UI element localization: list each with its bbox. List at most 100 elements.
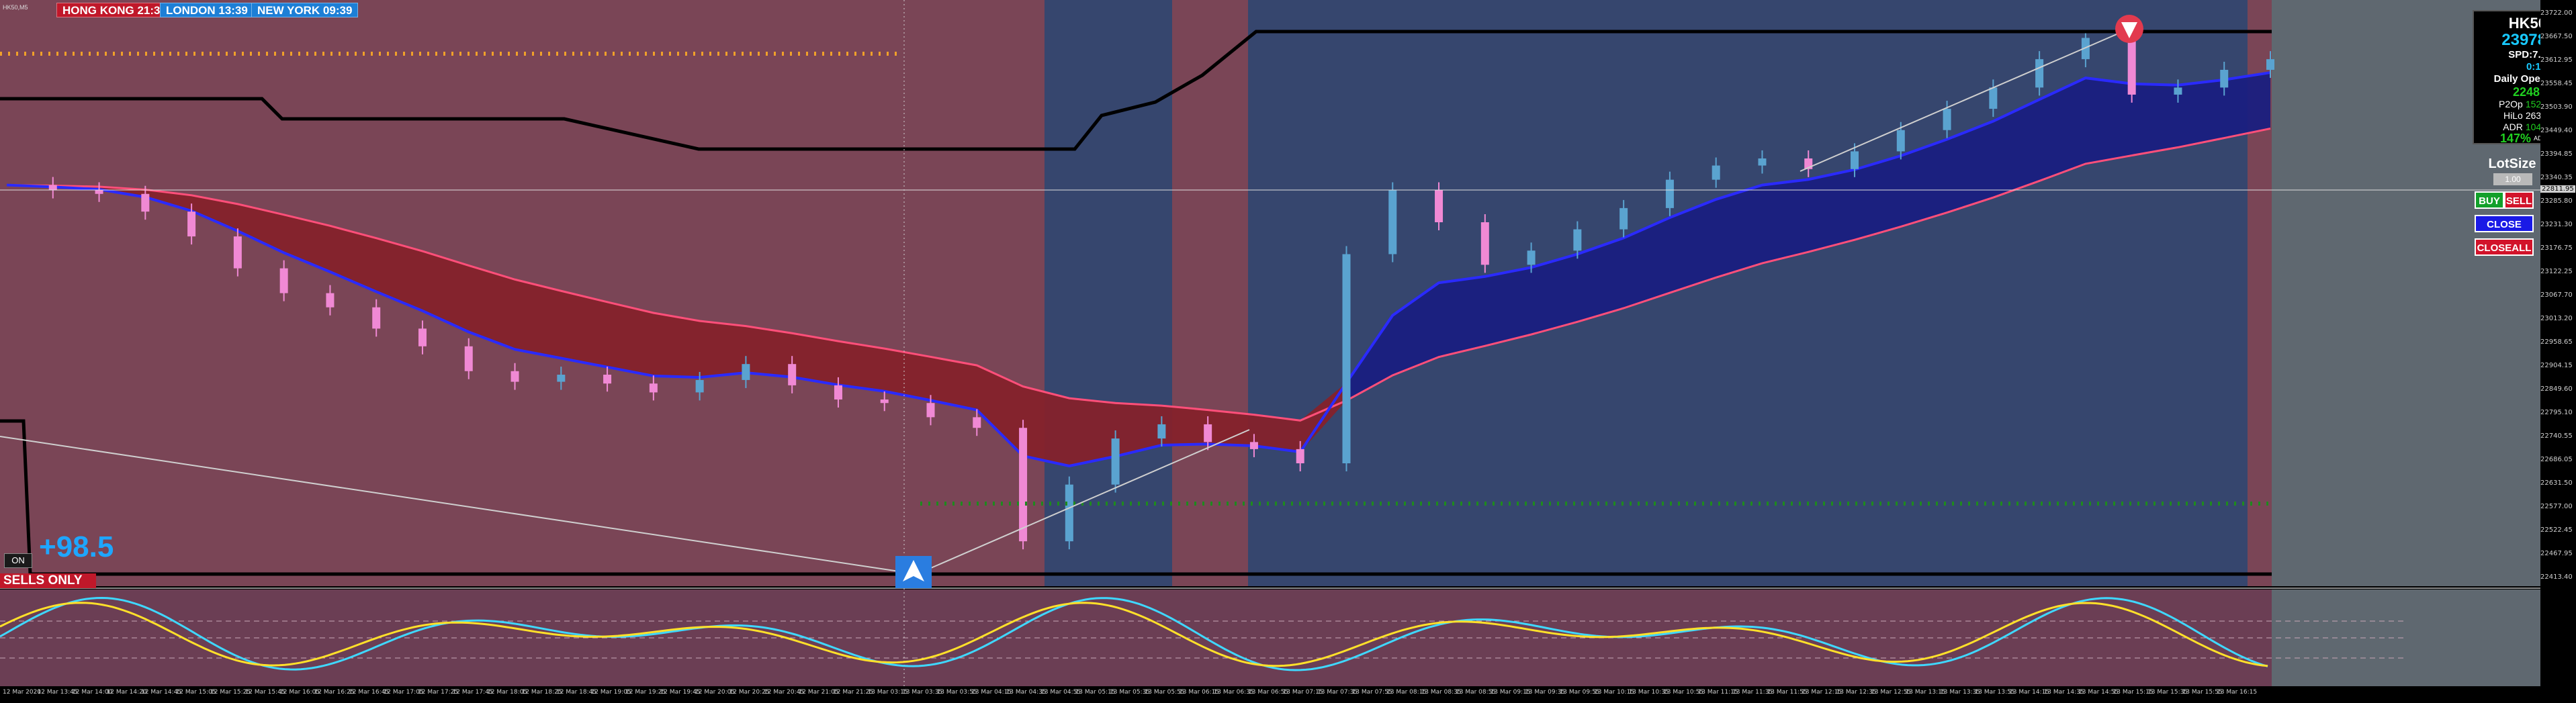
candle-body [742, 364, 750, 380]
time-axis-label: 13 Mar 11:55 [1767, 689, 1808, 696]
time-axis-label: 13 Mar 15:55 [2182, 689, 2223, 696]
time-axis-label: 13 Mar 14:35 [2043, 689, 2084, 696]
time-axis-label: 12 Mar 17:25 [418, 689, 459, 696]
candle-body [510, 371, 519, 382]
time-axis-label: 13 Mar 13:35 [1940, 689, 1981, 696]
time-axis-label: 12 Mar 14:20 [106, 689, 147, 696]
candle-body [1758, 158, 1767, 166]
time-axis-label: 13 Mar 07:15 [1282, 689, 1323, 696]
time-axis-label: 13 Mar 09:15 [1490, 689, 1531, 696]
time-axis-label: 13 Mar 15:15 [2113, 689, 2153, 696]
time-axis-label: 13 Mar 10:35 [1628, 689, 1669, 696]
candle-body [603, 375, 612, 384]
bar-timer: 0:19 [2526, 61, 2546, 73]
price-axis-label: 22577.00 [2540, 503, 2573, 510]
price-axis-label: 22849.60 [2540, 385, 2573, 393]
fast-ma-line [6, 71, 2271, 468]
price-axis-label: 22958.65 [2540, 338, 2573, 346]
candle-body [1296, 449, 1304, 464]
time-axis-label: 13 Mar 06:35 [1213, 689, 1254, 696]
time-axis-label: 12 Mar 18:45 [556, 689, 597, 696]
instrument-label: HK50,M5 [3, 4, 28, 11]
time-axis-label: 13 Mar 05:15 [1075, 689, 1116, 696]
price-axis-label: 23067.70 [2540, 291, 2573, 299]
candle-body [1111, 438, 1120, 485]
candle-body [926, 403, 935, 418]
candle-body [1249, 442, 1258, 449]
candle-body [1712, 165, 1720, 180]
candle-body [418, 328, 427, 346]
time-axis-label: 13 Mar 10:55 [1663, 689, 1704, 696]
london-session-clock: LONDON 13:39 [160, 3, 254, 17]
time-axis-label: 13 Mar 10:15 [1594, 689, 1635, 696]
price-axis-label: 23176.75 [2540, 244, 2573, 252]
price-axis-label: 23503.90 [2540, 103, 2573, 111]
close-button[interactable]: CLOSE [2475, 215, 2534, 232]
oscillator-gray-zone [2272, 590, 2540, 686]
time-axis-label: 13 Mar 12:15 [1802, 689, 1842, 696]
price-axis-label: 22413.40 [2540, 573, 2573, 581]
new-york-session-clock: NEW YORK 09:39 [251, 3, 359, 17]
spread-value: SPD:7.0 [2508, 49, 2546, 60]
buy-button[interactable]: BUY [2475, 191, 2504, 209]
trendline-up-2 [1800, 30, 2127, 172]
candle-body [2220, 69, 2229, 88]
sell-button[interactable]: SELL [2504, 191, 2534, 209]
candle-body [1157, 424, 1166, 439]
candle-body [1851, 151, 1859, 169]
time-axis-label: 12 Mar 14:45 [141, 689, 182, 696]
hong-kong-session-clock: HONG KONG 21:39 [56, 3, 173, 17]
price-axis-label: 23340.35 [2540, 174, 2573, 181]
time-axis-label: 13 Mar 04:35 [1006, 689, 1047, 696]
candle-body [1204, 424, 1212, 442]
candle-body [2174, 87, 2182, 95]
candle-body [48, 185, 57, 191]
price-axis-label: 22467.95 [2540, 550, 2573, 557]
price-axis-label: 23231.30 [2540, 221, 2573, 228]
bear-cloud [7, 185, 1347, 466]
time-axis-label: 13 Mar 13:15 [1905, 689, 1946, 696]
time-axis-label: 12 Mar 13:45 [37, 689, 78, 696]
time-axis-label: 12 Mar 18:05 [487, 689, 528, 696]
current-price-tag: 22811.95 [2540, 185, 2575, 193]
time-axis-label: 13 Mar 08:55 [1456, 689, 1497, 696]
time-axis-label: 13 Mar 06:15 [1179, 689, 1220, 696]
time-axis-label: 13 Mar 08:15 [1386, 689, 1427, 696]
candle-body [1019, 428, 1028, 542]
adr-pct-value: 147% [2499, 132, 2531, 145]
price-axis-label: 23667.50 [2540, 33, 2573, 40]
time-axis-label: 13 Mar 04:55 [1040, 689, 1081, 696]
candle-body [1480, 222, 1489, 265]
pips-display: +98.5 [39, 530, 114, 563]
lot-size-input[interactable]: 1.00 [2493, 173, 2532, 185]
candle-body [1065, 484, 1073, 542]
candle-body [2081, 38, 2090, 60]
closeall-button[interactable]: CLOSEALL [2475, 238, 2534, 256]
on-toggle[interactable]: ON [4, 553, 32, 568]
time-axis-label: 12 Mar 20:25 [729, 689, 770, 696]
time-axis-label: 13 Mar 03:35 [902, 689, 943, 696]
time-axis-label: 13 Mar 05:55 [1144, 689, 1185, 696]
price-axis: 23722.00 23667.50 23612.95 23558.45 23503.90… [2540, 0, 2576, 678]
time-axis-label: 13 Mar 11:35 [1732, 689, 1773, 696]
candle-body [233, 236, 242, 269]
time-axis-label: 13 Mar 15:35 [2147, 689, 2188, 696]
oscillator-fast-line [0, 596, 2268, 671]
time-axis-label: 13 Mar 07:35 [1317, 689, 1358, 696]
time-axis-label: 12 Mar 20:45 [764, 689, 805, 696]
candle-body [834, 385, 842, 400]
time-axis-label: 12 Mar 16:25 [314, 689, 355, 696]
candle-body [880, 399, 889, 404]
time-axis-label: 13 Mar 05:35 [1110, 689, 1151, 696]
time-axis-label: 12 Mar 16:05 [279, 689, 320, 696]
time-axis-label: 13 Mar 12:55 [1871, 689, 1912, 696]
candle-body [1527, 250, 1536, 265]
candle-body [1619, 207, 1628, 230]
time-axis-label: 13 Mar 14:15 [2009, 689, 2050, 696]
price-axis-label: 22795.10 [2540, 409, 2573, 416]
time-axis-label: 12 Mar 15:45 [245, 689, 285, 696]
time-axis-label: 12 Mar 2020 [3, 689, 42, 696]
trendline-up-1 [916, 429, 1250, 575]
resistance-line [0, 30, 2272, 151]
